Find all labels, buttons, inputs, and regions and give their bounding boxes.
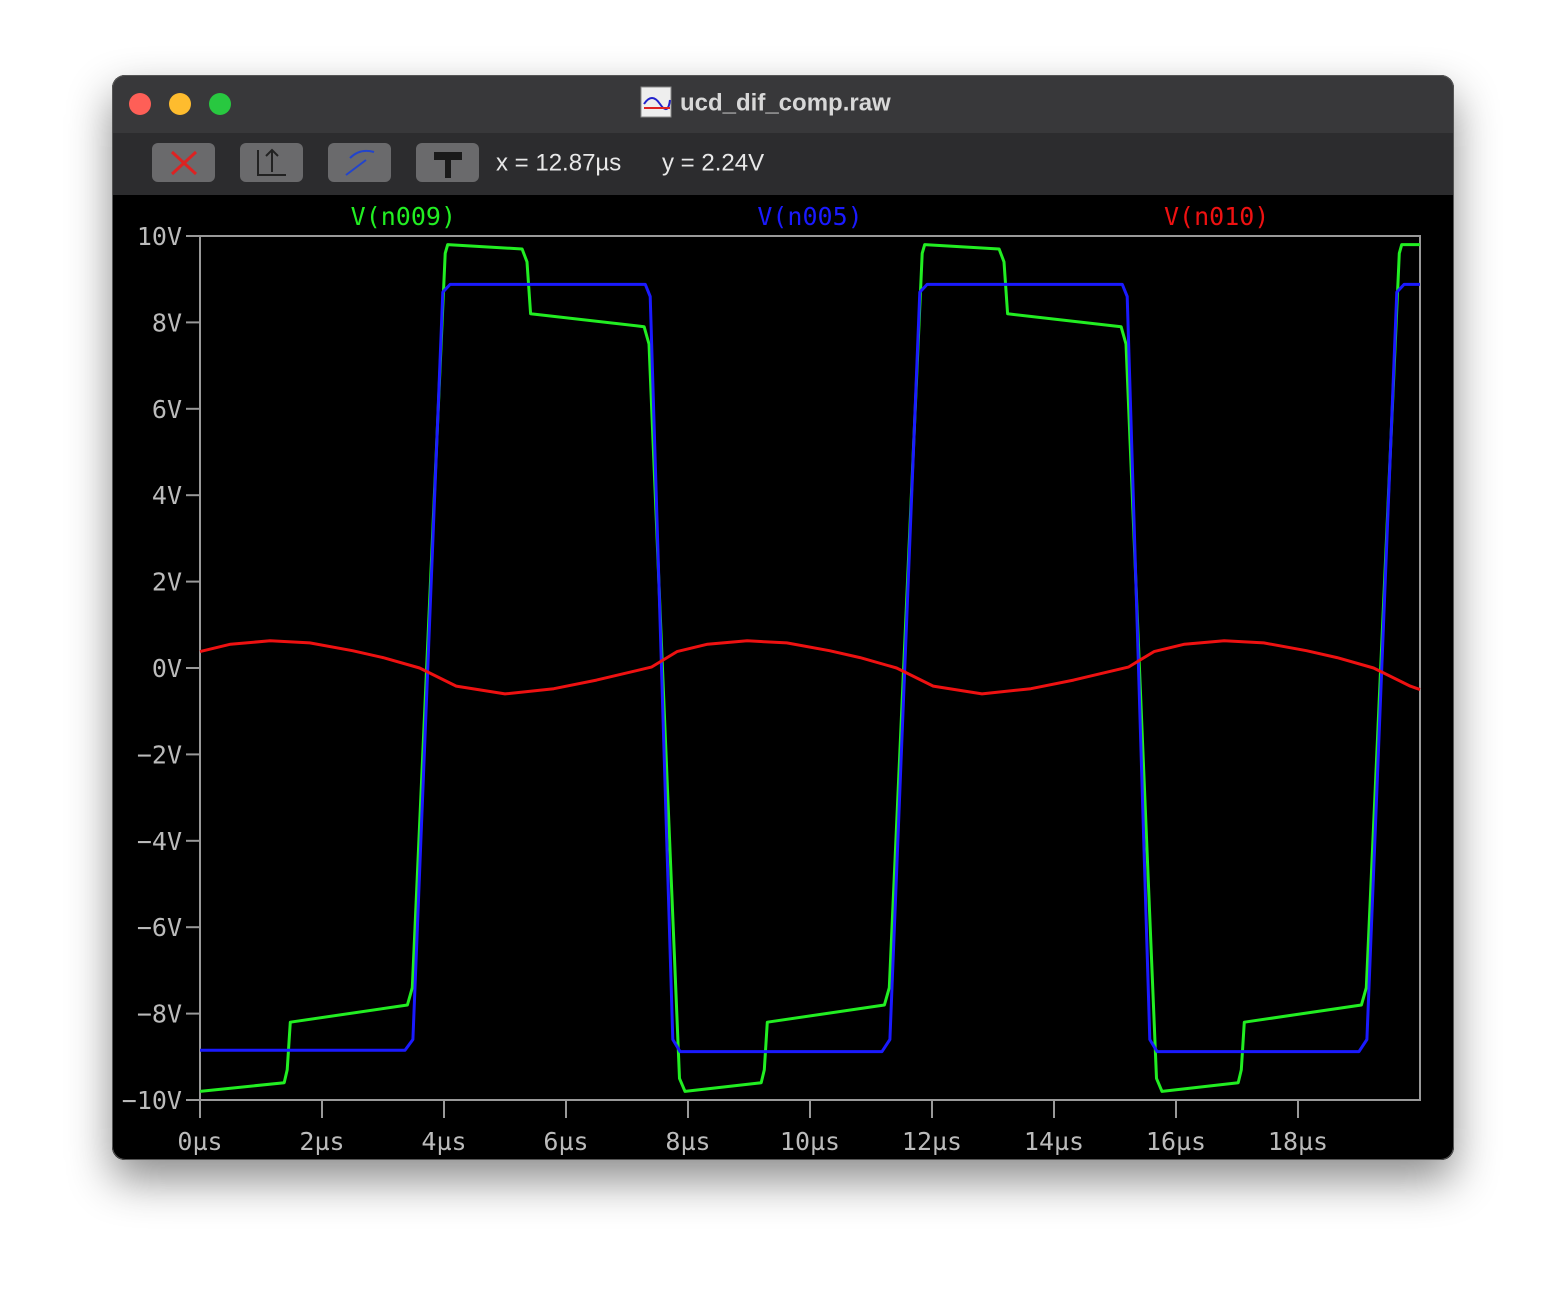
legend-entry: V(n010) — [1164, 202, 1269, 231]
y-tick-label: 4V — [152, 481, 182, 510]
x-tick-label: 0µs — [177, 1127, 222, 1156]
file-icon — [640, 86, 672, 118]
tool-icon — [170, 150, 198, 176]
x-tick-label: 8µs — [665, 1127, 710, 1156]
x-tick-label: 6µs — [543, 1127, 588, 1156]
x-tick-label: 2µs — [299, 1127, 344, 1156]
y-tick-label: 10V — [137, 222, 182, 251]
plot: 10V 8V 6V 4V 2V 0V −2V −4V −6V −8V −10V 0µs 2µs 4µs 6µ… — [122, 202, 1421, 1156]
tool-button[interactable] — [328, 143, 391, 182]
series-line — [200, 282, 1420, 1054]
y-tick-label: −6V — [137, 913, 182, 942]
plot-pane — [112, 195, 1454, 1160]
y-tick-label: 8V — [152, 308, 182, 337]
window — [112, 75, 1454, 1160]
x-tick-label: 14µs — [1024, 1127, 1084, 1156]
zoom-button[interactable] — [209, 93, 231, 115]
minimize-button[interactable] — [169, 93, 191, 115]
window-title: ucd_dif_comp.raw — [680, 89, 891, 116]
series-line — [199, 639, 1421, 696]
tool-icon — [434, 152, 462, 178]
x-tick-label: 4µs — [421, 1127, 466, 1156]
close-button[interactable] — [129, 93, 151, 115]
tool-icon — [257, 148, 286, 176]
tool-icon — [345, 149, 375, 176]
y-tick-label: 2V — [152, 568, 182, 597]
y-tick-label: 0V — [152, 654, 182, 683]
window-border — [112, 75, 1454, 1160]
x-tick-label: 18µs — [1268, 1127, 1328, 1156]
series-line — [199, 243, 1420, 1093]
y-tick-label: 6V — [152, 395, 182, 424]
x-tick-label: 16µs — [1146, 1127, 1206, 1156]
cursor-x: x = 12.87µs — [496, 149, 621, 176]
y-tick-label: −10V — [122, 1086, 182, 1115]
x-tick-label: 12µs — [902, 1127, 962, 1156]
y-tick-label: −2V — [137, 740, 182, 769]
y-tick-label: −4V — [137, 827, 182, 856]
legend-entry: V(n009) — [351, 202, 456, 231]
toolbar-buttons — [152, 143, 479, 182]
legend-entry: V(n005) — [757, 202, 862, 231]
cursor-y: y = 2.24V — [662, 149, 764, 176]
toolbar — [112, 133, 1454, 195]
title-bar — [112, 75, 1454, 133]
y-tick-label: −8V — [137, 1000, 182, 1029]
x-tick-label: 10µs — [780, 1127, 840, 1156]
